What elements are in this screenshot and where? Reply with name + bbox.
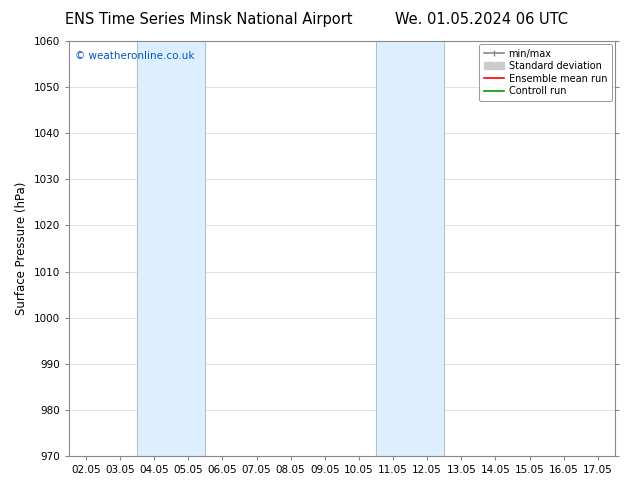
Y-axis label: Surface Pressure (hPa): Surface Pressure (hPa) <box>15 182 28 315</box>
Text: We. 01.05.2024 06 UTC: We. 01.05.2024 06 UTC <box>396 12 568 27</box>
Text: © weatheronline.co.uk: © weatheronline.co.uk <box>75 51 195 61</box>
Bar <box>137 41 205 456</box>
Bar <box>376 41 444 456</box>
Text: ENS Time Series Minsk National Airport: ENS Time Series Minsk National Airport <box>65 12 353 27</box>
Legend: min/max, Standard deviation, Ensemble mean run, Controll run: min/max, Standard deviation, Ensemble me… <box>479 44 612 101</box>
